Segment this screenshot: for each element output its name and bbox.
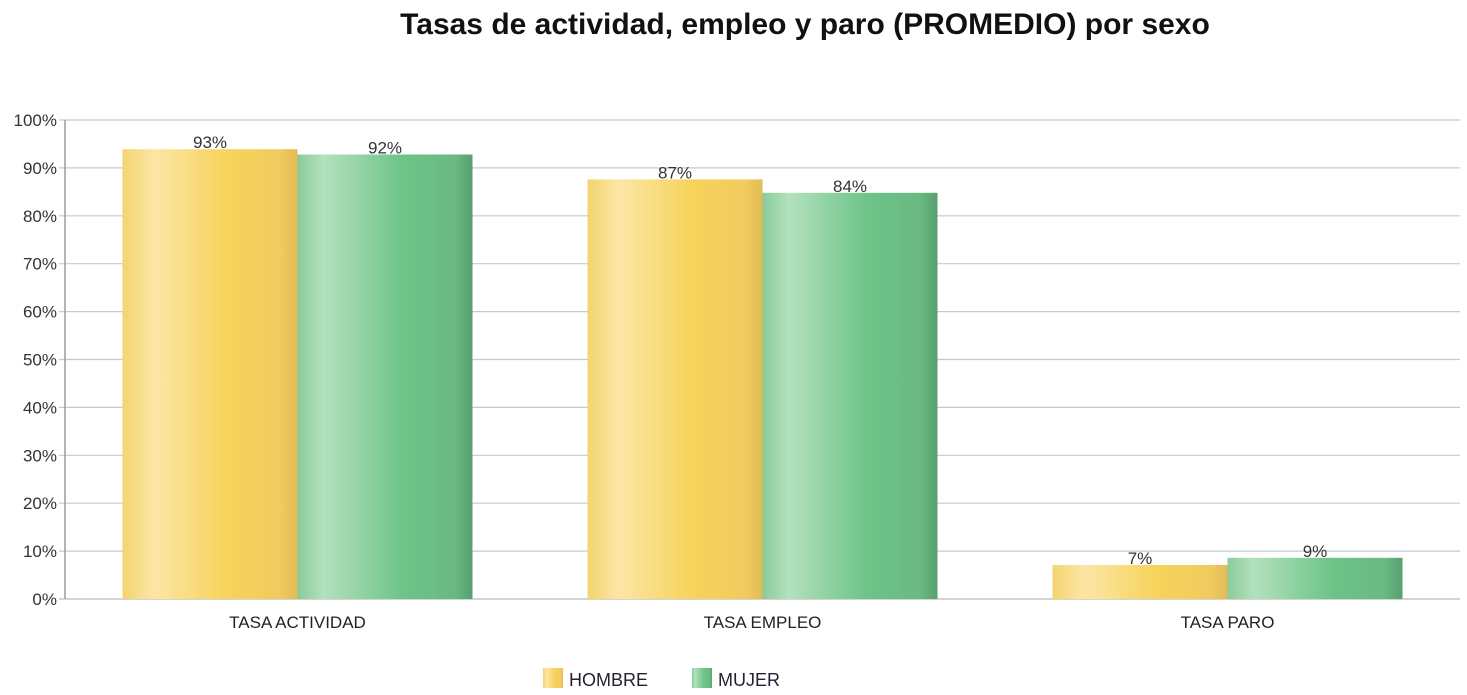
y-tick-label: 40% (23, 398, 57, 417)
legend-swatch-hombre (543, 668, 563, 688)
data-label: 9% (1303, 542, 1328, 561)
bar-mujer (762, 192, 938, 600)
y-tick-label: 20% (23, 494, 57, 513)
legend-swatch-mujer (692, 668, 712, 688)
data-label: 87% (658, 163, 692, 182)
y-tick-label: 10% (23, 542, 57, 561)
data-label: 84% (833, 177, 867, 196)
bar-mujer (1227, 557, 1403, 599)
bar-hombre (587, 179, 763, 599)
y-tick-label: 60% (23, 303, 57, 322)
legend-label: HOMBRE (569, 670, 648, 690)
x-tick-label: TASA ACTIVIDAD (229, 613, 366, 632)
data-label: 7% (1128, 549, 1153, 568)
y-tick-label: 30% (23, 446, 57, 465)
y-tick-label: 0% (32, 590, 57, 609)
y-tick-label: 50% (23, 351, 57, 370)
y-tick-label: 90% (23, 159, 57, 178)
y-tick-label: 70% (23, 255, 57, 274)
legend-label: MUJER (718, 670, 780, 690)
x-tick-label: TASA EMPLEO (704, 613, 822, 632)
bar-hombre (122, 149, 298, 599)
bar-mujer (297, 154, 473, 599)
data-label: 92% (368, 138, 402, 157)
data-label: 93% (193, 133, 227, 152)
y-tick-label: 80% (23, 207, 57, 226)
x-tick-label: TASA PARO (1181, 613, 1275, 632)
chart-title: Tasas de actividad, empleo y paro (PROME… (400, 8, 1210, 41)
bar-hombre (1052, 564, 1228, 599)
y-tick-label: 100% (14, 111, 57, 130)
